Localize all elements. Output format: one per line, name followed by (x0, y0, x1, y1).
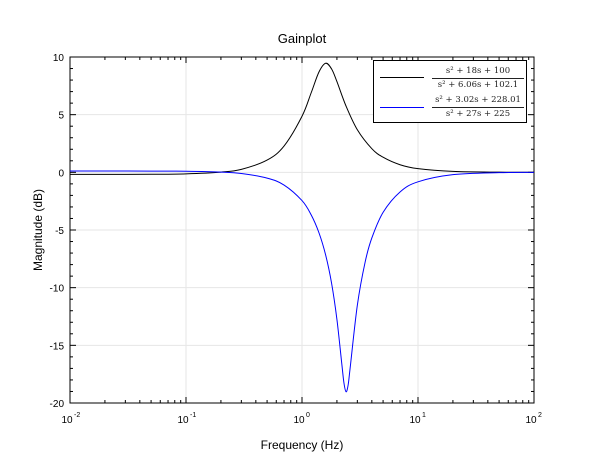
x-tick-exponent: 0 (306, 412, 310, 419)
series-line-1 (69, 62, 535, 175)
legend: s² + 18s + 100 s² + 6.06s + 102.1 s² + 3… (373, 60, 527, 123)
y-tick-label: -10 (50, 284, 65, 295)
x-tick-exponent: 1 (422, 412, 426, 419)
legend-denominator: s² + 27s + 225 (445, 109, 511, 119)
y-tick-label: -5 (55, 226, 64, 237)
y-axis-label: Magnitude (dB) (31, 189, 45, 271)
y-tick-label: 5 (58, 111, 64, 122)
x-tick-exponent: 2 (538, 412, 542, 419)
legend-numerator: s² + 18s + 100 (432, 65, 524, 79)
x-tick-label: 10 (61, 415, 73, 426)
legend-entry: s² + 18s + 100 s² + 6.06s + 102.1 (374, 62, 528, 92)
legend-entry: s² + 3.02s + 228.01 s² + 27s + 225 (374, 92, 528, 122)
y-tick-label: 10 (53, 53, 65, 64)
x-tick-label: 10 (293, 415, 305, 426)
legend-label: s² + 3.02s + 228.01 s² + 27s + 225 (432, 94, 524, 120)
x-tick-label: 10 (409, 415, 421, 426)
series-line-2 (69, 170, 535, 393)
series-lines (69, 62, 535, 393)
x-tick-exponent: -1 (190, 412, 196, 419)
legend-numerator: s² + 3.02s + 228.01 (432, 94, 524, 108)
chart-title: Gainplot (278, 31, 327, 46)
legend-swatch-blue (380, 107, 424, 108)
x-tick-label: 10 (525, 415, 537, 426)
legend-denominator: s² + 6.06s + 102.1 (437, 80, 519, 90)
y-tick-label: 0 (58, 168, 64, 179)
y-tick-label: -15 (50, 341, 65, 352)
x-axis-label: Frequency (Hz) (261, 438, 344, 452)
x-tick-label: 10 (177, 415, 189, 426)
y-tick-label: -20 (50, 399, 65, 410)
legend-label: s² + 18s + 100 s² + 6.06s + 102.1 (432, 65, 524, 91)
legend-swatch-black (380, 77, 424, 78)
x-tick-exponent: -2 (74, 412, 80, 419)
